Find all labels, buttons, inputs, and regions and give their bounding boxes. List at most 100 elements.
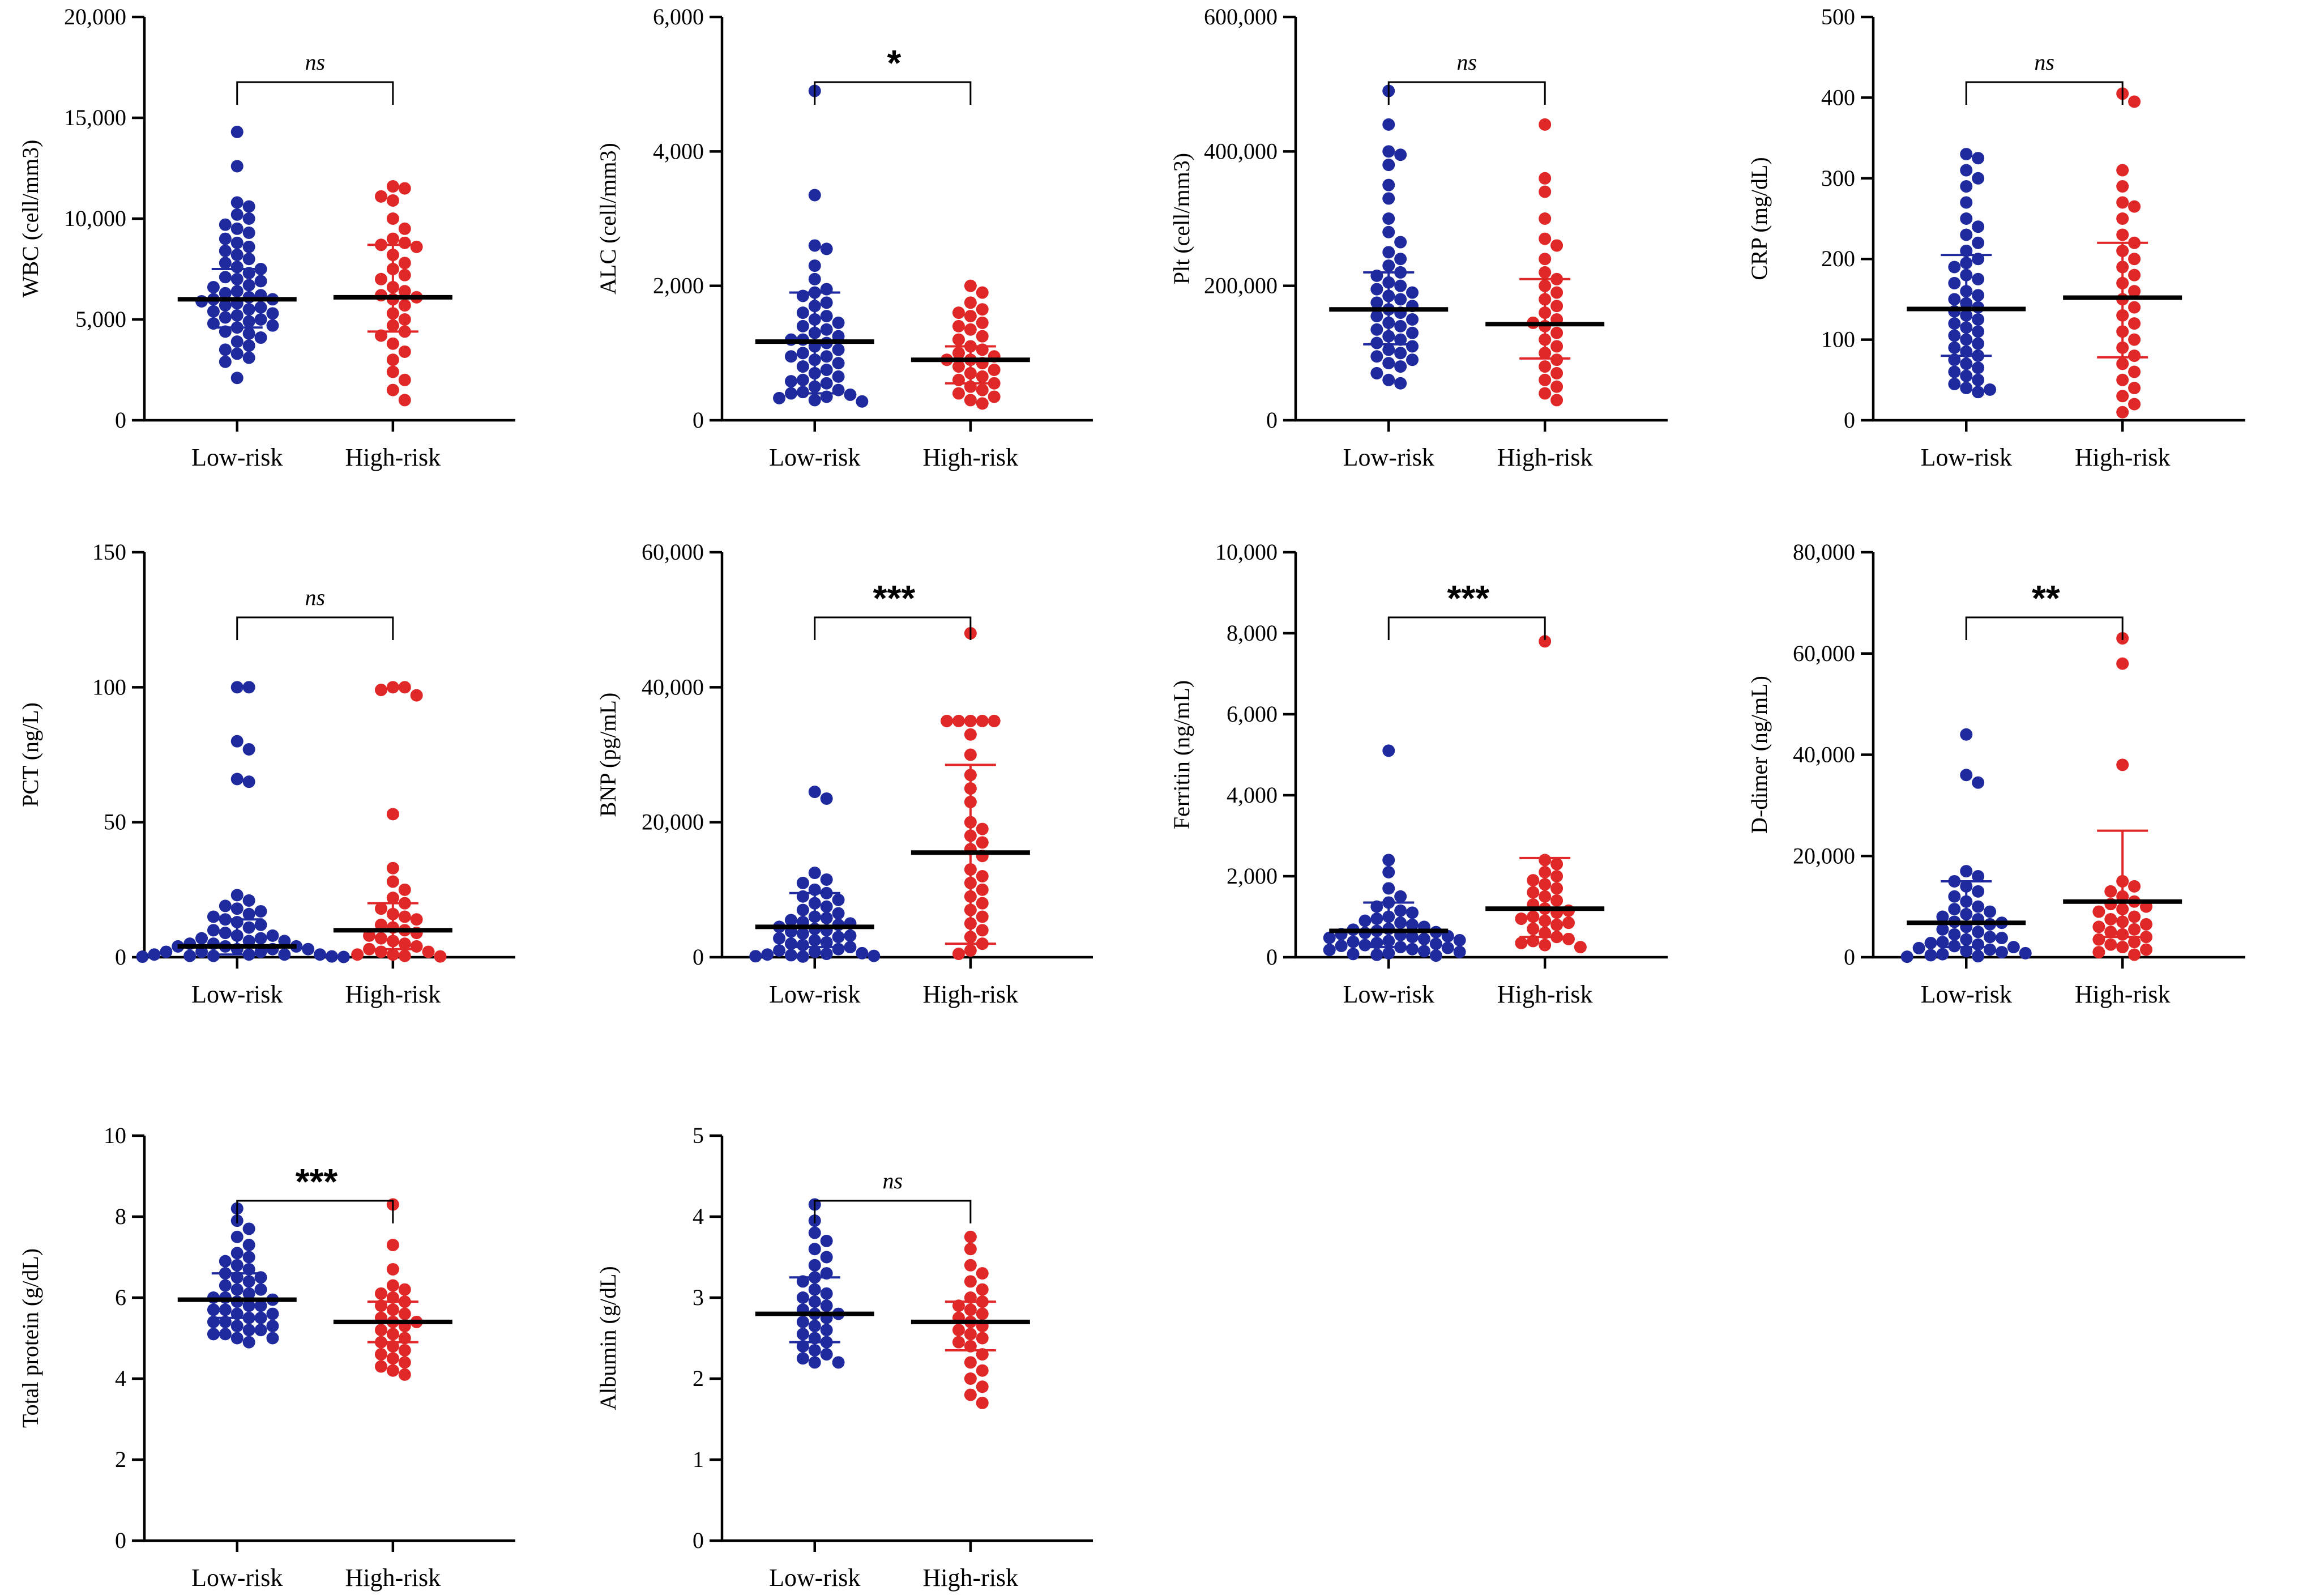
data-point bbox=[964, 748, 977, 761]
category-label: Low-risk bbox=[1343, 980, 1434, 1008]
data-point bbox=[1972, 885, 1985, 898]
data-point bbox=[1936, 948, 1949, 961]
data-point bbox=[1550, 286, 1563, 299]
data-point bbox=[386, 892, 399, 905]
data-point bbox=[1948, 365, 1961, 378]
data-point bbox=[386, 353, 399, 366]
data-point bbox=[1984, 905, 1997, 918]
data-point bbox=[1960, 148, 1973, 161]
y-tick-label: 10 bbox=[104, 1123, 126, 1148]
data-point bbox=[1394, 253, 1407, 266]
data-point bbox=[242, 253, 255, 266]
data-point bbox=[2116, 758, 2129, 771]
data-point bbox=[1550, 353, 1563, 366]
data-point bbox=[230, 889, 243, 902]
data-point bbox=[1562, 916, 1575, 929]
data-point bbox=[820, 1348, 833, 1361]
chart-panel-6: 0 20,000 40,000 60,000 Low-risk High-risk BNP … bbox=[595, 539, 1093, 1008]
data-point bbox=[952, 714, 965, 727]
y-tick-label: 100 bbox=[92, 674, 126, 700]
data-point bbox=[1515, 936, 1528, 949]
data-point bbox=[2139, 943, 2152, 956]
data-point bbox=[964, 1259, 977, 1272]
data-point bbox=[242, 1239, 255, 1252]
data-point bbox=[207, 1328, 220, 1341]
data-point bbox=[1960, 196, 1973, 209]
data-point bbox=[398, 394, 411, 407]
data-point bbox=[242, 1251, 255, 1264]
y-tick-label: 60,000 bbox=[1793, 641, 1855, 666]
y-axis-title: ALC (cell/mm3) bbox=[595, 143, 621, 295]
data-point bbox=[1539, 232, 1552, 245]
data-point bbox=[1948, 329, 1961, 342]
data-point bbox=[1382, 343, 1395, 356]
data-point bbox=[820, 900, 833, 913]
data-point bbox=[796, 1315, 809, 1328]
data-point bbox=[242, 240, 255, 253]
data-point bbox=[386, 1364, 399, 1377]
series-low-risk bbox=[177, 125, 297, 385]
data-point bbox=[820, 1287, 833, 1300]
data-point bbox=[1358, 939, 1372, 952]
data-point bbox=[242, 1275, 255, 1288]
data-point bbox=[976, 330, 989, 343]
y-tick-label: 2 bbox=[693, 1366, 704, 1391]
category-label: High-risk bbox=[345, 443, 441, 471]
data-point bbox=[1972, 900, 1985, 913]
significance-bracket bbox=[814, 81, 972, 105]
data-point bbox=[195, 932, 208, 945]
data-point bbox=[1972, 289, 1985, 302]
data-point bbox=[796, 386, 809, 399]
data-point bbox=[976, 316, 989, 329]
data-point bbox=[820, 936, 833, 949]
data-point bbox=[242, 1324, 255, 1337]
data-point bbox=[1382, 246, 1395, 259]
data-point bbox=[784, 375, 797, 388]
data-point bbox=[2116, 228, 2129, 241]
data-point bbox=[2128, 910, 2141, 923]
data-point bbox=[964, 1372, 977, 1385]
data-point bbox=[386, 180, 399, 193]
data-point bbox=[254, 1299, 267, 1312]
data-point bbox=[976, 1364, 989, 1377]
data-point bbox=[832, 343, 845, 356]
y-tick-label: 500 bbox=[1821, 4, 1855, 29]
data-point bbox=[254, 932, 267, 945]
data-point bbox=[386, 948, 399, 961]
series-high-risk bbox=[333, 1198, 452, 1381]
data-point bbox=[1948, 928, 1961, 941]
data-point bbox=[976, 897, 989, 910]
data-point bbox=[952, 306, 965, 319]
y-tick-label: 300 bbox=[1821, 165, 1855, 191]
data-point bbox=[2019, 946, 2032, 959]
data-point bbox=[386, 1239, 399, 1252]
data-point bbox=[796, 939, 809, 952]
data-point bbox=[254, 1324, 267, 1337]
data-point bbox=[1370, 912, 1383, 926]
y-tick-label: 0 bbox=[1266, 407, 1278, 433]
data-point bbox=[207, 924, 220, 937]
data-point bbox=[386, 1263, 399, 1276]
y-axis-title: WBC (cell/mm3) bbox=[18, 140, 43, 298]
series-high-risk bbox=[2063, 87, 2182, 419]
data-point bbox=[398, 910, 411, 923]
data-point bbox=[219, 1328, 232, 1341]
data-point bbox=[1960, 728, 1973, 741]
data-point bbox=[1912, 941, 1925, 954]
data-point bbox=[808, 1259, 821, 1272]
data-point bbox=[1394, 360, 1407, 373]
category-label: High-risk bbox=[1497, 980, 1593, 1008]
data-point bbox=[2116, 657, 2129, 670]
data-point bbox=[2092, 920, 2105, 933]
data-point bbox=[808, 786, 821, 799]
data-point bbox=[773, 944, 786, 957]
data-point bbox=[1948, 341, 1961, 354]
data-point bbox=[964, 944, 977, 957]
data-point bbox=[278, 948, 291, 961]
data-point bbox=[1960, 769, 1973, 782]
data-point bbox=[1539, 266, 1552, 279]
data-point bbox=[820, 310, 833, 323]
data-point bbox=[1406, 326, 1419, 339]
data-point bbox=[1406, 313, 1419, 326]
y-axis-title: Ferritin (ng/mL) bbox=[1169, 680, 1194, 829]
